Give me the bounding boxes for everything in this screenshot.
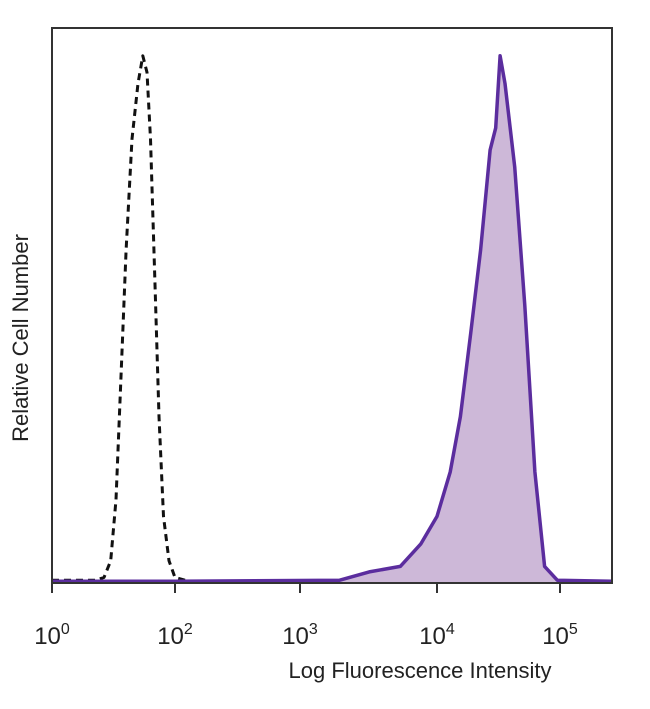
histogram-line [52,54,613,584]
x-tick-label: 100 [34,621,70,650]
x-tick-base: 10 [34,623,61,650]
x-tick-exponent: 2 [184,621,193,638]
x-tick-label: 103 [282,621,318,650]
x-tick-base: 10 [282,623,309,650]
x-tick-exponent: 5 [569,621,578,638]
x-tick-base: 10 [157,623,184,650]
x-axis-label: Log Fluorescence Intensity [289,658,552,683]
x-tick-base: 10 [542,623,569,650]
plot-frame [51,27,613,584]
x-tick-exponent: 4 [446,621,455,638]
area-fill [52,55,612,584]
x-tick-label: 105 [542,621,578,650]
x-tick-base: 10 [419,623,446,650]
x-tick-exponent: 0 [61,621,70,638]
x-tick-label: 102 [157,621,193,650]
x-tick-label: 104 [419,621,455,650]
x-tick-exponent: 3 [309,621,318,638]
y-axis-label: Relative Cell Number [8,234,33,442]
